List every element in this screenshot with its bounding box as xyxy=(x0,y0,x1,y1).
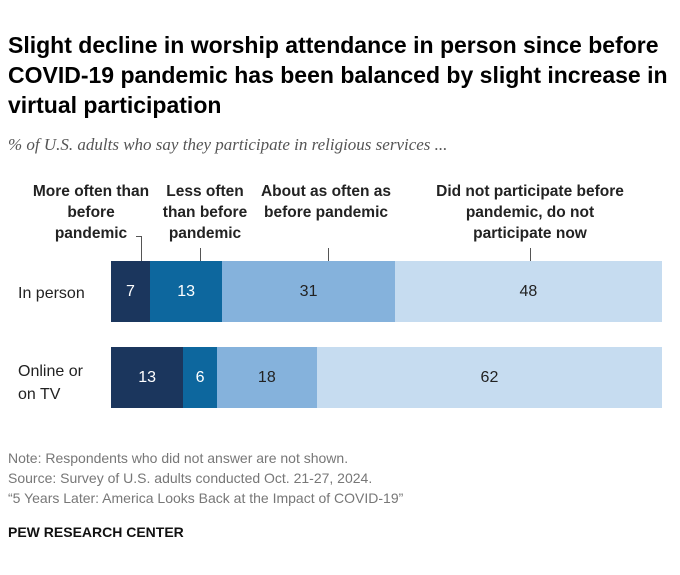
data-label: 48 xyxy=(519,282,538,300)
bar-segment: 13 xyxy=(149,261,223,322)
bar-segment: 6 xyxy=(183,347,217,408)
legend-about-as-often: About as often as before pandemic xyxy=(260,183,392,221)
legend-more-often: More often than before pandemic xyxy=(32,183,150,242)
chart-title: Slight decline in worship attendance in … xyxy=(8,32,668,118)
leader-line xyxy=(530,248,531,261)
bar-segment: 7 xyxy=(111,261,150,322)
bar-segment: 31 xyxy=(222,261,395,322)
note: Note: Respondents who did not answer are… xyxy=(8,450,349,466)
bar-segment: 13 xyxy=(111,347,184,408)
bar-segment: 18 xyxy=(216,347,317,408)
legend-less-often: Less often than before pandemic xyxy=(162,183,248,242)
bar-segment: 62 xyxy=(316,347,662,408)
data-label: 6 xyxy=(195,368,205,386)
leader-line xyxy=(200,248,201,261)
notes: Note: Respondents who did not answer are… xyxy=(8,448,403,508)
data-label: 13 xyxy=(177,282,196,300)
data-label: 18 xyxy=(257,368,276,386)
bar-segment: 48 xyxy=(394,261,662,322)
source: Source: Survey of U.S. adults conducted … xyxy=(8,470,373,486)
data-label: 31 xyxy=(299,282,318,300)
chart-subtitle: % of U.S. adults who say they participat… xyxy=(8,135,448,154)
report-title: “5 Years Later: America Looks Back at th… xyxy=(8,490,404,506)
leader-line xyxy=(136,236,142,237)
leader-line xyxy=(328,248,329,261)
data-label: 7 xyxy=(126,282,135,300)
legend-did-not-participate: Did not participate before pandemic, do … xyxy=(436,183,624,242)
leader-line xyxy=(141,236,142,261)
row-label: In person xyxy=(18,285,85,302)
data-label: 13 xyxy=(138,368,157,386)
brand-logo: PEW RESEARCH CENTER xyxy=(8,524,184,540)
data-label: 62 xyxy=(480,368,499,386)
row-label: Online or on TV xyxy=(18,363,83,403)
